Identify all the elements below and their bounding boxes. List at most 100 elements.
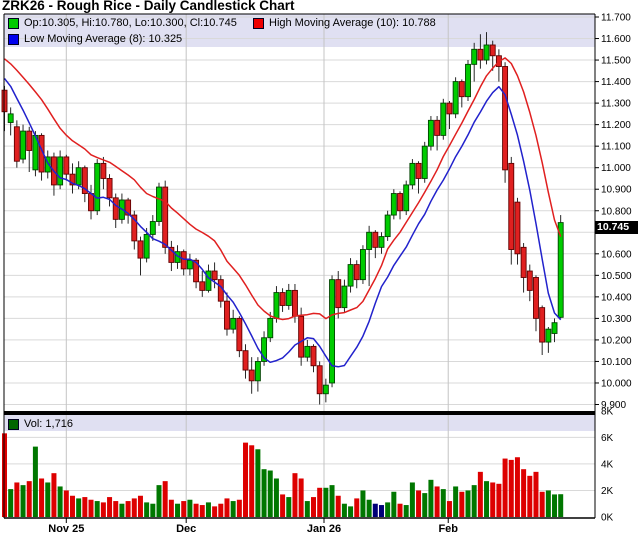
volume-bar bbox=[218, 503, 224, 517]
volume-bar bbox=[502, 458, 508, 517]
legend-high-ma: High Moving Average (10): 10.788 bbox=[253, 16, 436, 30]
candle bbox=[81, 167, 88, 194]
price-tick-label: 11.600 bbox=[601, 34, 631, 45]
candle bbox=[254, 360, 261, 382]
volume-bar bbox=[552, 494, 558, 517]
legend-ohlc: Op:10.305, Hi:10.780, Lo:10.300, Cl:10.7… bbox=[8, 16, 237, 30]
volume-bar bbox=[168, 499, 174, 517]
volume-bar bbox=[212, 506, 218, 517]
candle bbox=[427, 119, 434, 147]
candle bbox=[162, 186, 169, 248]
price-tick-label: 10.300 bbox=[601, 314, 632, 325]
volume-bar bbox=[20, 485, 26, 517]
volume-bar bbox=[94, 501, 100, 517]
volume-tick-label: 6K bbox=[601, 433, 614, 444]
candle bbox=[489, 44, 496, 57]
volume-bar bbox=[261, 469, 267, 517]
candle bbox=[13, 126, 20, 162]
candle bbox=[446, 102, 453, 115]
candle bbox=[100, 162, 107, 179]
candle bbox=[471, 48, 478, 65]
date-tick-label: Feb bbox=[438, 523, 458, 535]
volume-bar bbox=[446, 501, 452, 517]
volume-bar bbox=[329, 485, 335, 517]
volume-bar bbox=[273, 478, 279, 517]
volume-bar bbox=[484, 481, 490, 517]
volume-bar bbox=[298, 478, 304, 517]
legend-volume-label: Vol: 1,716 bbox=[24, 418, 73, 430]
price-tick-label: 10.000 bbox=[601, 378, 632, 389]
volume-bars bbox=[2, 433, 564, 517]
volume-bar bbox=[119, 503, 125, 517]
low-ma-line bbox=[3, 77, 562, 368]
legend-strips bbox=[4, 14, 595, 431]
price-tick-label: 11.200 bbox=[601, 120, 631, 131]
volume-bar bbox=[69, 495, 75, 517]
candle bbox=[125, 199, 132, 216]
candle bbox=[298, 315, 305, 358]
volume-bar bbox=[14, 482, 20, 517]
candle bbox=[526, 270, 533, 291]
volume-bar bbox=[76, 498, 82, 517]
volume-bar bbox=[465, 490, 471, 517]
volume-swatch-icon bbox=[8, 418, 19, 430]
price-tick-label: 11.000 bbox=[601, 163, 631, 174]
volume-bar bbox=[100, 502, 106, 517]
volume-bar bbox=[304, 501, 310, 517]
candle bbox=[211, 270, 218, 281]
candle bbox=[533, 277, 539, 319]
candle bbox=[285, 289, 292, 306]
price-tick-label: 10.200 bbox=[601, 335, 632, 346]
volume-bar bbox=[527, 475, 533, 517]
price-tick-label: 9.900 bbox=[601, 400, 626, 411]
candle bbox=[347, 264, 354, 287]
volume-bar bbox=[150, 503, 156, 517]
candle bbox=[236, 317, 243, 352]
volume-bar bbox=[403, 505, 409, 517]
volume-bar bbox=[156, 485, 162, 517]
chart-title: ZRK26 - Rough Rice - Daily Candlestick C… bbox=[2, 0, 295, 13]
candle bbox=[372, 231, 379, 248]
price-tick-label: 10.800 bbox=[601, 206, 632, 217]
candle bbox=[217, 279, 224, 302]
volume-bar bbox=[107, 497, 113, 517]
price-tick-label: 10.500 bbox=[601, 271, 632, 282]
volume-bar bbox=[82, 497, 88, 517]
volume-bar bbox=[236, 499, 242, 517]
candle bbox=[366, 231, 373, 250]
candle bbox=[508, 162, 515, 250]
volume-bar bbox=[181, 501, 187, 517]
candle bbox=[186, 259, 193, 270]
candle bbox=[224, 300, 230, 330]
candle bbox=[193, 259, 200, 283]
volume-bar bbox=[286, 497, 292, 517]
candles bbox=[1, 32, 564, 405]
candle bbox=[57, 156, 64, 186]
candle bbox=[44, 156, 51, 173]
volume-bar bbox=[341, 503, 347, 517]
price-tick-label: 10.100 bbox=[601, 357, 632, 368]
candle bbox=[539, 307, 546, 343]
volume-bar bbox=[372, 503, 378, 517]
candle bbox=[557, 222, 564, 318]
volume-bar bbox=[193, 503, 199, 517]
candle bbox=[514, 201, 521, 255]
volume-bar bbox=[477, 471, 483, 517]
volume-bar bbox=[471, 485, 477, 517]
volume-bar bbox=[125, 501, 131, 517]
volume-bar bbox=[162, 481, 168, 517]
candle bbox=[397, 193, 403, 212]
volume-bar bbox=[57, 486, 63, 517]
candle bbox=[335, 279, 342, 309]
candle bbox=[477, 48, 484, 61]
legend-high-ma-label: High Moving Average (10): 10.788 bbox=[269, 17, 436, 29]
volume-bar bbox=[409, 482, 415, 517]
volume-bar bbox=[131, 498, 137, 517]
candle bbox=[353, 264, 360, 281]
price-tick-label: 10.400 bbox=[601, 292, 632, 303]
candle bbox=[143, 233, 150, 259]
date-axis-labels: Nov 25 Dec Jan 26 Feb bbox=[48, 518, 458, 535]
candle bbox=[94, 162, 101, 212]
